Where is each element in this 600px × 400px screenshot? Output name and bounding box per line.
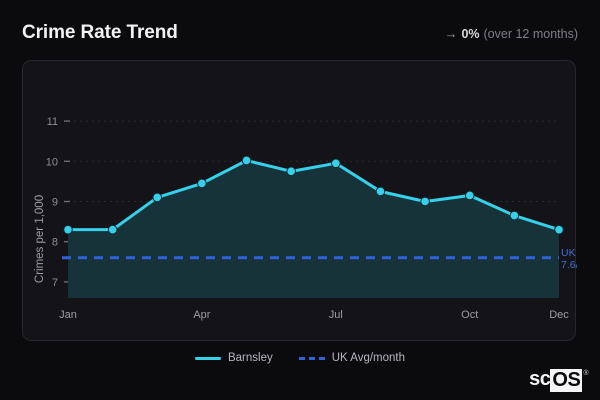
trend-delta: → 0% (over 12 months) (444, 26, 578, 41)
legend-label-uk-avg: UK Avg/month (331, 352, 406, 364)
legend-line-icon (194, 356, 221, 360)
x-axis-ticks: Jan Apr Jul Oct Dec (59, 309, 569, 321)
chart-card: 7 8 9 10 11 Jan Apr Jul Oct Dec Crimes per 1,000… (22, 60, 577, 341)
logo-registered-icon: ® (583, 370, 588, 377)
y-tick-label: 11 (47, 116, 58, 128)
scos-logo: sc OS ® (529, 369, 588, 392)
series-line (66, 158, 561, 232)
y-axis-ticks: 7 8 9 10 11 (46, 116, 70, 289)
data-point-marker[interactable] (286, 166, 296, 177)
line-chart-svg: 7 8 9 10 11 Jan Apr Jul Oct Dec Crimes per 1,000… (34, 116, 577, 321)
legend-item-uk-avg[interactable]: UK Avg/month (298, 352, 406, 364)
data-point-marker[interactable] (197, 178, 207, 189)
data-point-marker[interactable] (331, 158, 341, 169)
y-tick-label: 9 (52, 196, 58, 208)
data-point-marker[interactable] (509, 210, 520, 221)
trend-delta-period: (over 12 months) (483, 26, 578, 41)
data-point-marker[interactable] (464, 190, 475, 201)
series-markers (63, 155, 564, 235)
x-tick-label: Apr (193, 309, 210, 321)
chart-legend: Barnsley UK Avg/month (0, 352, 600, 364)
logo-text-sc: sc (529, 368, 551, 390)
data-point-marker[interactable] (107, 224, 118, 235)
y-axis-label: Crimes per 1,000 (34, 195, 46, 283)
y-tick-label: 7 (52, 277, 58, 289)
data-point-marker[interactable] (152, 192, 163, 203)
plot-area: 7 8 9 10 11 Jan Apr Jul Oct Dec Crimes per 1,000… (23, 61, 577, 340)
data-point-marker[interactable] (420, 196, 430, 207)
data-point-marker[interactable] (241, 155, 252, 166)
data-point-marker[interactable] (554, 224, 564, 235)
trend-arrow-icon: → (444, 25, 458, 41)
reference-annotation-title: UK avg (561, 247, 577, 259)
logo-text-os: OS (550, 369, 583, 392)
chart-header: Crime Rate Trend → 0% (over 12 months) (22, 20, 578, 46)
legend-dashed-line-icon (298, 356, 325, 360)
x-tick-label: Jul (329, 309, 343, 321)
trend-delta-value: 0% (461, 26, 480, 41)
y-tick-label: 8 (52, 237, 58, 249)
y-tick-label: 10 (46, 156, 58, 168)
data-point-marker[interactable] (375, 186, 386, 197)
series-area-fill (68, 160, 559, 298)
legend-item-barnsley[interactable]: Barnsley (194, 352, 273, 364)
x-tick-label: Oct (461, 309, 478, 321)
page-title: Crime Rate Trend (22, 22, 178, 43)
reference-annotation-value: 7.6/m (561, 259, 577, 271)
data-point-marker[interactable] (63, 224, 73, 235)
x-tick-label: Jan (59, 309, 77, 321)
x-tick-label: Dec (549, 309, 569, 321)
legend-label-barnsley: Barnsley (227, 352, 273, 364)
